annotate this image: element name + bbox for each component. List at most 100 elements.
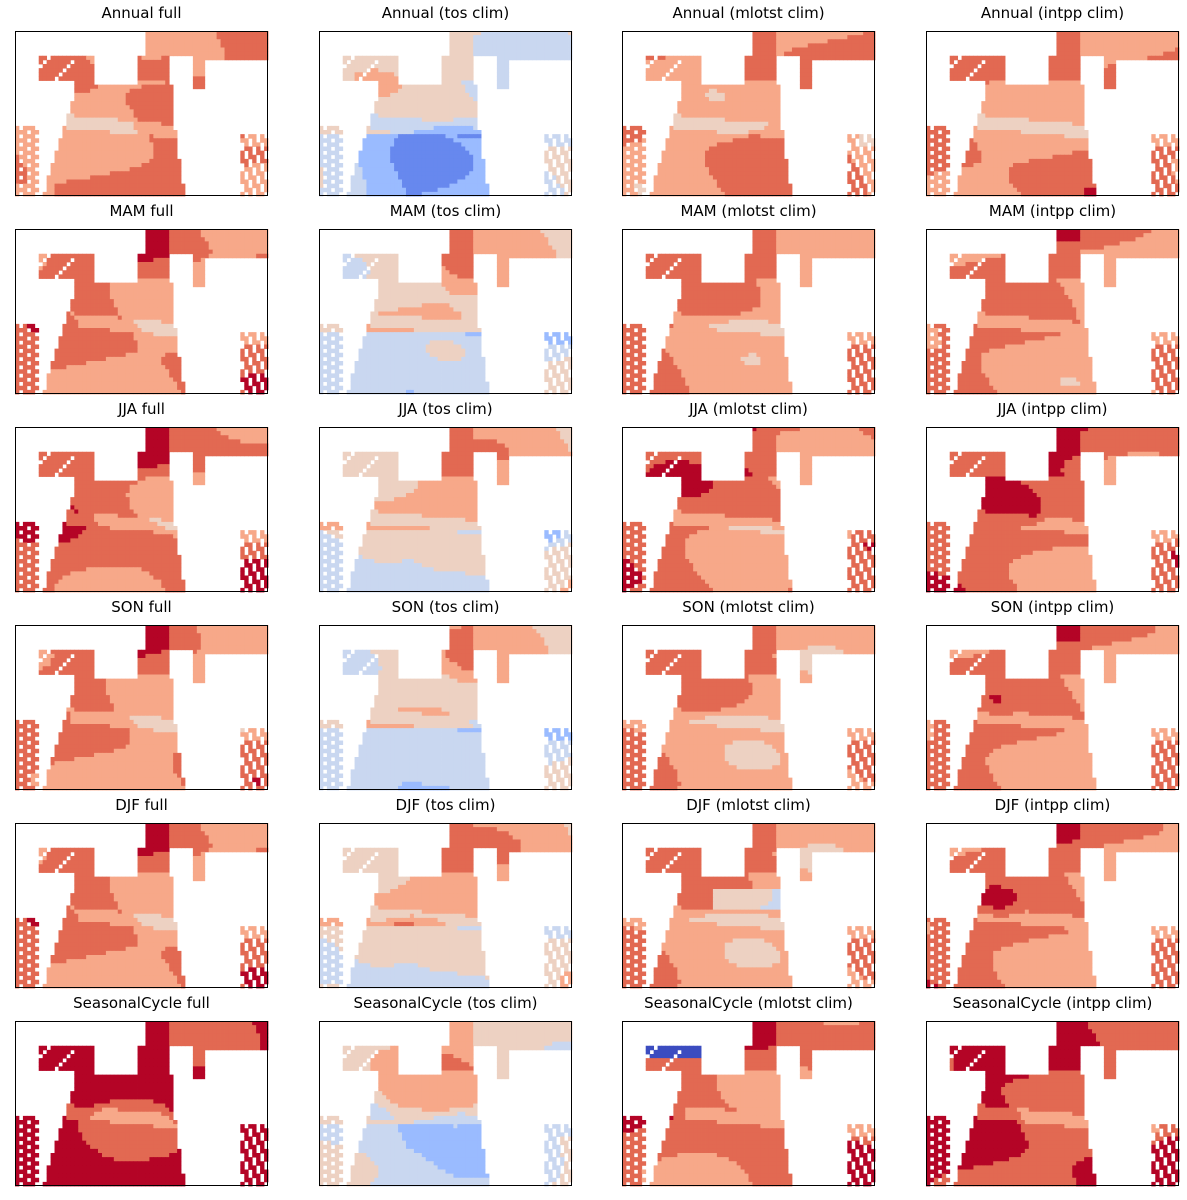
heatmap-cell — [1048, 142, 1053, 147]
heatmap-cell — [1171, 35, 1176, 40]
heatmap-cell — [705, 97, 710, 102]
heatmap-cell — [409, 167, 415, 172]
heatmap-cell — [46, 179, 51, 185]
heatmap-cell — [161, 175, 166, 180]
heatmap-cell — [141, 163, 146, 168]
heatmap-cell — [855, 187, 860, 193]
heatmap-cell — [1012, 113, 1018, 119]
heatmap-cell — [764, 138, 769, 143]
heatmap-cell — [70, 113, 75, 119]
heatmap-cell — [70, 191, 75, 197]
heatmap-cell — [256, 187, 261, 193]
heatmap-cell — [1084, 43, 1089, 48]
heatmap-cell — [145, 64, 150, 69]
heatmap-cell — [161, 92, 166, 98]
heatmap-cell — [398, 113, 403, 119]
heatmap-cell — [673, 158, 678, 164]
heatmap-cell — [712, 88, 718, 94]
heatmap-cell — [981, 76, 986, 81]
heatmap-cell — [859, 163, 864, 168]
heatmap-cell — [748, 109, 753, 114]
heatmap-cell — [421, 163, 427, 168]
heatmap-cell — [264, 187, 269, 193]
heatmap-cell — [641, 146, 647, 152]
heatmap-cell — [1048, 105, 1053, 110]
heatmap-cell — [121, 92, 127, 98]
heatmap-cell — [141, 68, 146, 73]
heatmap-cell — [322, 146, 328, 152]
heatmap-cell — [137, 64, 142, 69]
heatmap-cell — [125, 84, 131, 90]
heatmap-cell — [1040, 121, 1045, 127]
heatmap-cell — [1052, 167, 1057, 172]
heatmap-cell — [113, 183, 119, 189]
heatmap-cell — [46, 175, 51, 180]
heatmap-cell — [780, 150, 785, 156]
heatmap-cell — [1088, 167, 1093, 172]
heatmap-cell — [705, 183, 710, 189]
heatmap-cell — [863, 31, 868, 36]
heatmap-cell — [129, 179, 134, 185]
heatmap-cell — [744, 158, 749, 164]
heatmap-cell — [941, 138, 947, 143]
heatmap-cell — [693, 130, 698, 135]
heatmap-cell — [30, 134, 36, 139]
heatmap-cell — [560, 183, 565, 189]
heatmap-cell — [788, 39, 793, 44]
heatmap-cell — [693, 191, 698, 197]
heatmap-cell — [465, 105, 470, 110]
heatmap-cell — [405, 92, 411, 98]
heatmap-cell — [78, 84, 83, 90]
heatmap-cell — [1040, 125, 1045, 131]
heatmap-cell — [669, 175, 674, 180]
heatmap-cell — [429, 125, 435, 131]
heatmap-cell — [1155, 47, 1160, 53]
heatmap-cell — [1068, 76, 1073, 81]
heatmap-cell — [863, 55, 868, 61]
heatmap-cell — [34, 130, 40, 135]
heatmap-cell — [382, 142, 387, 147]
heatmap-cell — [1056, 55, 1061, 61]
heatmap-cell — [252, 39, 257, 44]
heatmap-cell — [1171, 150, 1176, 156]
heatmap-cell — [937, 150, 943, 156]
heatmap-cell — [30, 163, 36, 168]
heatmap-cell — [204, 47, 210, 53]
heatmap-cell — [973, 167, 978, 172]
heatmap-cell — [398, 92, 403, 98]
heatmap-cell — [153, 43, 158, 48]
heatmap-cell — [701, 92, 706, 98]
heatmap-cell — [677, 109, 682, 114]
heatmap-cell — [528, 55, 533, 61]
heatmap-cell — [1119, 31, 1125, 36]
heatmap-cell — [1084, 35, 1089, 40]
heatmap-cell — [188, 31, 194, 36]
heatmap-cell — [260, 158, 265, 164]
heatmap-cell — [740, 171, 745, 176]
heatmap-cell — [141, 92, 146, 98]
heatmap-cell — [228, 39, 233, 44]
heatmap-cell — [795, 51, 801, 57]
heatmap-cell — [196, 35, 202, 40]
heatmap-cell — [669, 150, 674, 156]
heatmap-cell — [657, 59, 662, 65]
heatmap-cell — [807, 55, 813, 61]
heatmap-cell — [1151, 31, 1156, 36]
heatmap-cell — [981, 154, 986, 160]
heatmap-cell — [184, 39, 190, 44]
heatmap-cell — [394, 134, 399, 139]
heatmap-cell — [496, 59, 502, 65]
heatmap-cell — [165, 109, 170, 114]
heatmap-cell — [496, 31, 502, 36]
heatmap-cell — [784, 39, 789, 44]
heatmap-cell — [1005, 163, 1010, 168]
heatmap-cell — [121, 179, 127, 185]
heatmap-cell — [58, 175, 63, 180]
heatmap-cell — [256, 55, 261, 61]
heatmap-cell — [622, 146, 627, 152]
heatmap-cell — [177, 35, 182, 40]
heatmap-cell — [374, 146, 379, 152]
heatmap-cell — [481, 43, 486, 48]
heatmap-cell — [469, 84, 474, 90]
heatmap-cell — [799, 59, 805, 65]
